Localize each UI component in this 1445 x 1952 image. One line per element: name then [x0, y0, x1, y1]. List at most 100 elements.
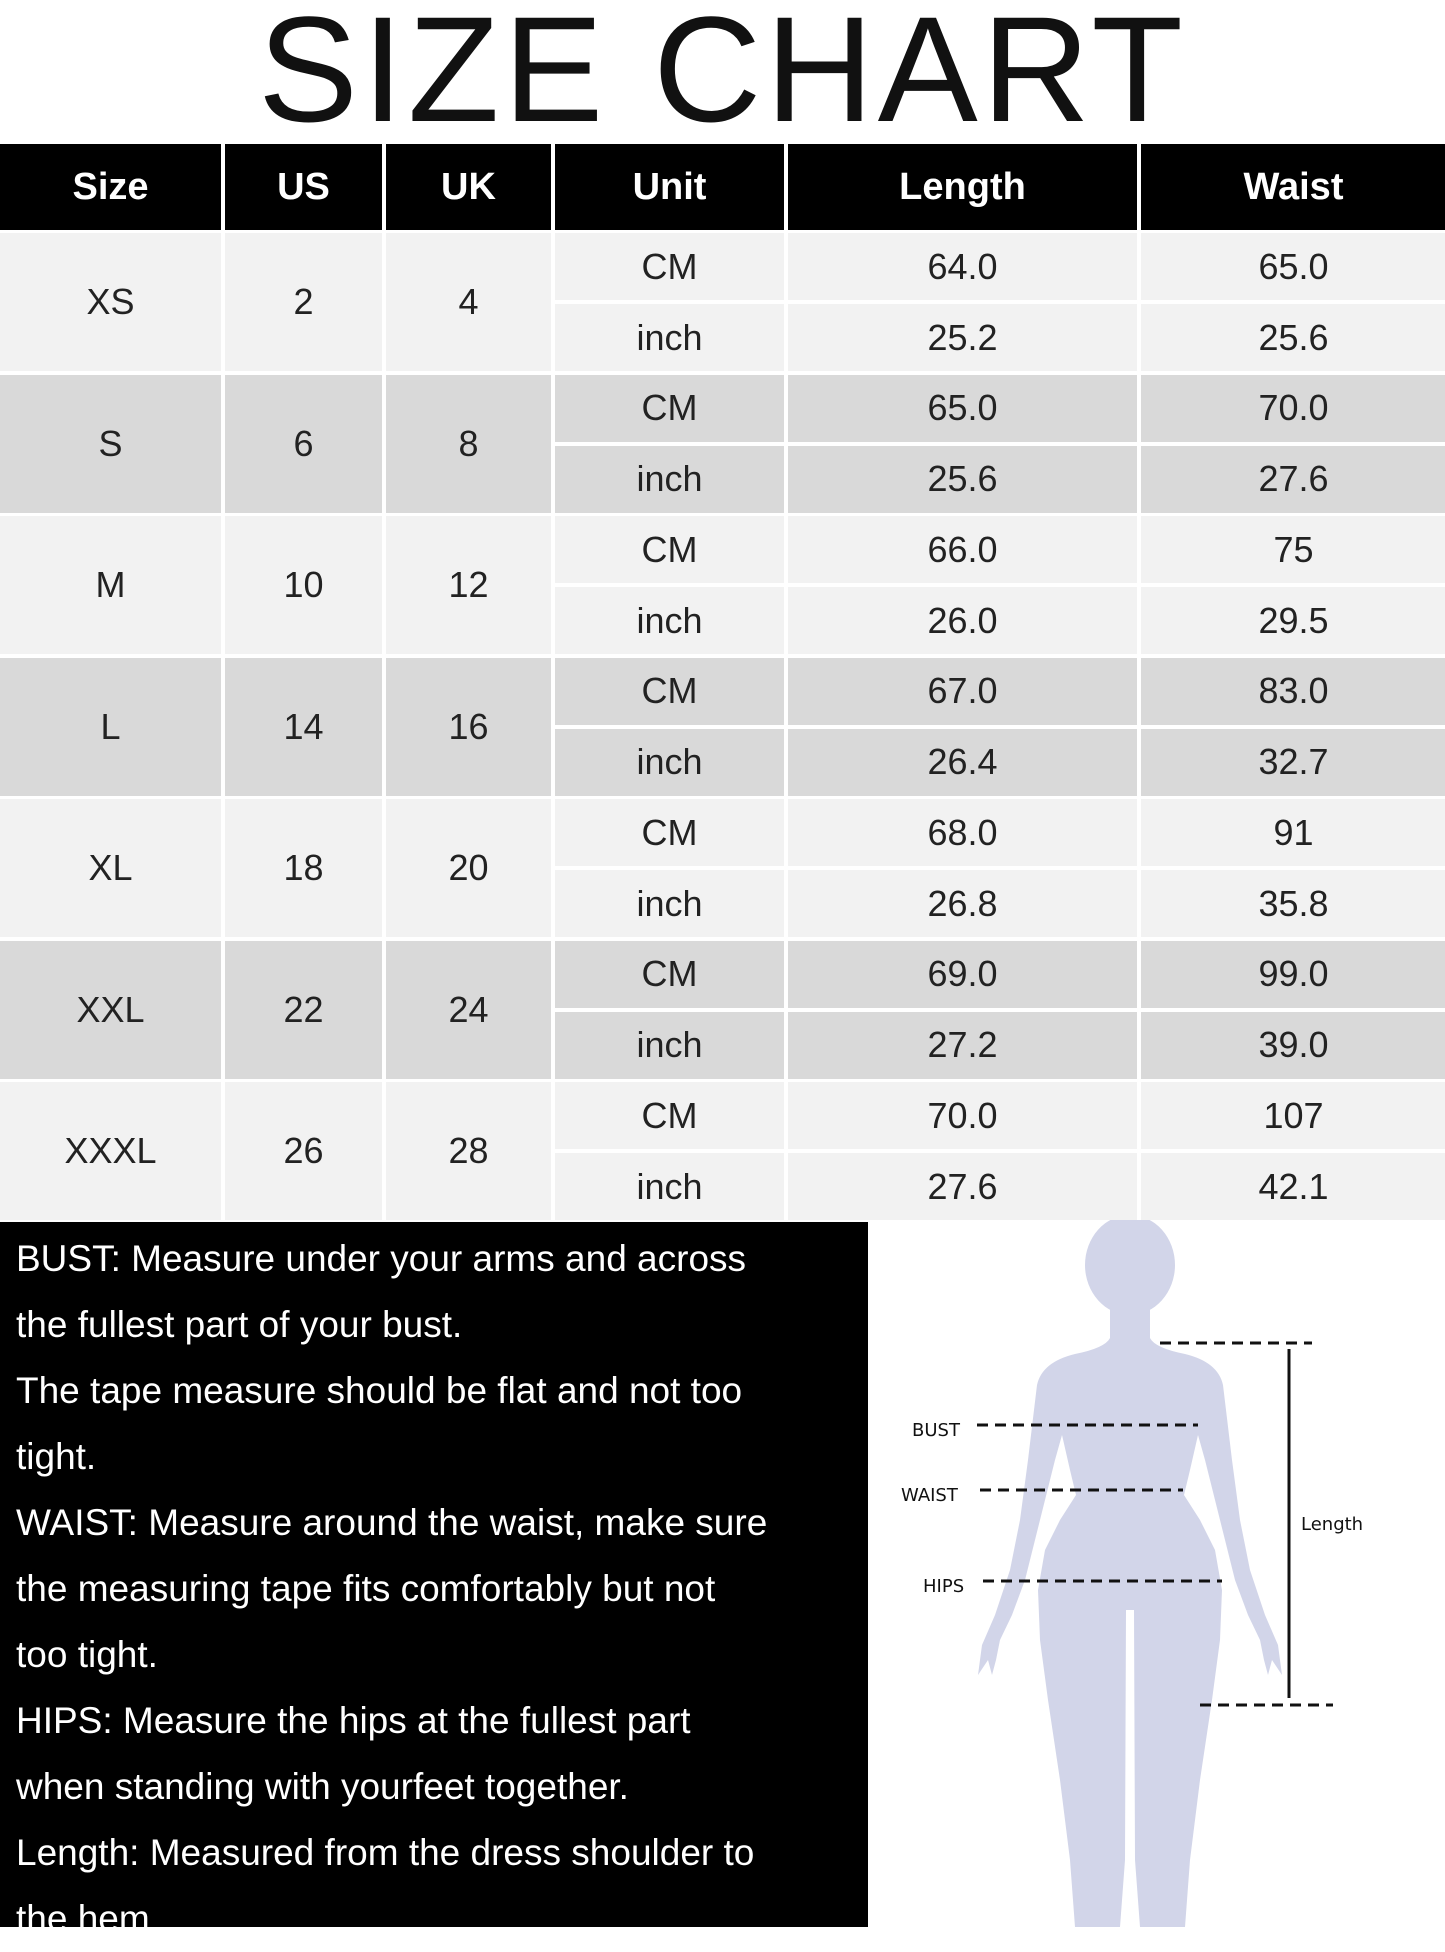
waist-inch-cell: 27.6	[1141, 445, 1445, 513]
length-inch-cell: 25.6	[788, 445, 1137, 513]
waist-label: WAIST	[901, 1485, 959, 1506]
waist-inch-cell: 35.8	[1141, 870, 1445, 937]
waist-col: 65.0 25.6	[1141, 233, 1445, 371]
uk-cell: 12	[386, 516, 551, 654]
size-cell: XXL	[0, 940, 221, 1079]
waist-cm-cell: 65.0	[1141, 233, 1445, 300]
unit-cm-cell: CM	[555, 233, 784, 300]
uk-cell: 8	[386, 374, 551, 513]
unit-inch-cell: inch	[555, 1011, 784, 1079]
hips-label: HIPS	[923, 1576, 964, 1597]
size-row-xxxl: XXXL 26 28 CM inch 70.0 27.6 107 42.1	[0, 1082, 1445, 1220]
unit-col: CM inch	[555, 1082, 784, 1220]
unit-cm-cell: CM	[555, 657, 784, 725]
unit-col: CM inch	[555, 374, 784, 513]
size-row-s: S 6 8 CM inch 65.0 25.6 70.0 27.6	[0, 374, 1445, 513]
note-line: the measuring tape fits comfortably but …	[16, 1568, 716, 1609]
waist-cm-cell: 83.0	[1141, 657, 1445, 725]
unit-inch-cell: inch	[555, 304, 784, 371]
page-title: SIZE CHART	[257, 0, 1187, 153]
waist-col: 75 29.5	[1141, 516, 1445, 654]
length-col: 68.0 26.8	[788, 799, 1137, 937]
header-us: US	[225, 144, 382, 230]
unit-inch-cell: inch	[555, 1153, 784, 1220]
length-cm-cell: 67.0	[788, 657, 1137, 725]
note-line: tight.	[16, 1436, 97, 1477]
header-waist: Waist	[1141, 144, 1445, 230]
length-col: 70.0 27.6	[788, 1082, 1137, 1220]
waist-cm-cell: 107	[1141, 1082, 1445, 1149]
waist-inch-cell: 29.5	[1141, 587, 1445, 654]
uk-cell: 16	[386, 657, 551, 796]
uk-cell: 4	[386, 233, 551, 371]
size-cell: M	[0, 516, 221, 654]
us-cell: 18	[225, 799, 382, 937]
waist-col: 91 35.8	[1141, 799, 1445, 937]
size-row-xs: XS 2 4 CM inch 64.0 25.2 65.0 25.6	[0, 233, 1445, 371]
length-cm-cell: 70.0	[788, 1082, 1137, 1149]
waist-cm-cell: 99.0	[1141, 940, 1445, 1008]
note-line: the fullest part of your bust.	[16, 1304, 463, 1345]
uk-cell: 24	[386, 940, 551, 1079]
unit-col: CM inch	[555, 233, 784, 371]
length-col: 69.0 27.2	[788, 940, 1137, 1079]
length-col: 64.0 25.2	[788, 233, 1137, 371]
unit-cm-cell: CM	[555, 799, 784, 866]
note-line: BUST: Measure under your arms and across	[16, 1238, 747, 1279]
note-line: the hem.	[16, 1898, 160, 1939]
us-cell: 14	[225, 657, 382, 796]
measurement-notes: BUST: Measure under your arms and across…	[0, 1222, 868, 1939]
length-inch-cell: 27.6	[788, 1153, 1137, 1220]
length-inch-cell: 26.4	[788, 728, 1137, 796]
unit-cm-cell: CM	[555, 374, 784, 442]
length-inch-cell: 26.0	[788, 587, 1137, 654]
note-line: HIPS: Measure the hips at the fullest pa…	[16, 1700, 691, 1741]
size-cell: XXXL	[0, 1082, 221, 1220]
us-cell: 10	[225, 516, 382, 654]
unit-inch-cell: inch	[555, 870, 784, 937]
waist-cm-cell: 75	[1141, 516, 1445, 583]
size-row-xl: XL 18 20 CM inch 68.0 26.8 91 35.8	[0, 799, 1445, 937]
unit-inch-cell: inch	[555, 728, 784, 796]
size-cell: XS	[0, 233, 221, 371]
body-silhouette	[978, 1220, 1282, 1927]
length-cm-cell: 69.0	[788, 940, 1137, 1008]
length-label: Length	[1301, 1514, 1363, 1535]
unit-col: CM inch	[555, 940, 784, 1079]
size-row-l: L 14 16 CM inch 67.0 26.4 83.0 32.7	[0, 657, 1445, 796]
note-line: when standing with yourfeet together.	[16, 1766, 629, 1807]
waist-cm-cell: 91	[1141, 799, 1445, 866]
us-cell: 26	[225, 1082, 382, 1220]
length-cm-cell: 64.0	[788, 233, 1137, 300]
waist-col: 83.0 32.7	[1141, 657, 1445, 796]
length-cm-cell: 68.0	[788, 799, 1137, 866]
waist-inch-cell: 42.1	[1141, 1153, 1445, 1220]
uk-cell: 28	[386, 1082, 551, 1220]
length-col: 65.0 25.6	[788, 374, 1137, 513]
us-cell: 6	[225, 374, 382, 513]
size-cell: L	[0, 657, 221, 796]
unit-col: CM inch	[555, 799, 784, 937]
waist-inch-cell: 39.0	[1141, 1011, 1445, 1079]
size-cell: S	[0, 374, 221, 513]
length-cm-cell: 65.0	[788, 374, 1137, 442]
waist-col: 99.0 39.0	[1141, 940, 1445, 1079]
note-line: The tape measure should be flat and not …	[16, 1370, 743, 1411]
unit-cm-cell: CM	[555, 940, 784, 1008]
waist-col: 70.0 27.6	[1141, 374, 1445, 513]
length-inch-cell: 26.8	[788, 870, 1137, 937]
size-row-m: M 10 12 CM inch 66.0 26.0 75 29.5	[0, 516, 1445, 654]
note-line: Length: Measured from the dress shoulder…	[16, 1832, 755, 1873]
unit-col: CM inch	[555, 516, 784, 654]
unit-col: CM inch	[555, 657, 784, 796]
waist-col: 107 42.1	[1141, 1082, 1445, 1220]
unit-cm-cell: CM	[555, 516, 784, 583]
waist-inch-cell: 32.7	[1141, 728, 1445, 796]
header-uk: UK	[386, 144, 551, 230]
note-line: WAIST: Measure around the waist, make su…	[16, 1502, 768, 1543]
waist-inch-cell: 25.6	[1141, 304, 1445, 371]
header-length: Length	[788, 144, 1137, 230]
length-col: 67.0 26.4	[788, 657, 1137, 796]
uk-cell: 20	[386, 799, 551, 937]
size-row-xxl: XXL 22 24 CM inch 69.0 27.2 99.0 39.0	[0, 940, 1445, 1079]
